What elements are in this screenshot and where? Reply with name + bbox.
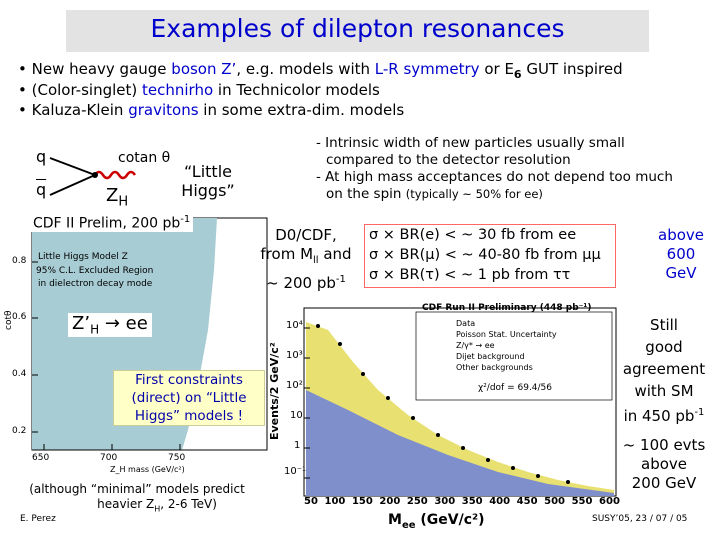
left-xtick-1: 650 <box>32 453 50 463</box>
rp-header: CDF Run II Preliminary (448 pb⁻¹) <box>422 303 592 313</box>
coupling-label: cotan θ <box>118 150 171 166</box>
left-xtick-2: 700 <box>100 453 118 463</box>
footnote: (although “minimal” models predict heavi… <box>29 482 245 514</box>
rp-ytick-2: 10³ <box>286 350 303 361</box>
rp-ytick-3: 10² <box>286 380 303 391</box>
still-agreement-text: Still good agreement with SM in 450 pb-1 <box>622 316 706 425</box>
model-name: “Little Higgs” <box>181 162 235 200</box>
notes: - Intrinsic width of new particles usual… <box>316 135 673 202</box>
slide-title: Examples of dilepton resonances <box>150 14 565 43</box>
quark-label: q <box>36 147 47 166</box>
cdf-label: CDF II Prelim, 200 pb-1 <box>30 214 194 232</box>
feynman-diagram <box>49 157 137 196</box>
antiquark-label: q <box>36 180 47 199</box>
bullet-1: • New heavy gauge boson Z’, e.g. models … <box>18 60 623 81</box>
rp-ytick-6: 10⁻¹ <box>284 466 307 477</box>
left-xtick-3: 750 <box>168 453 186 463</box>
excl-text-2: in dielectron decay mode <box>38 279 153 289</box>
author: E. Perez <box>20 514 56 524</box>
rp-chi2: χ²/dof = 69.4/56 <box>478 383 553 393</box>
d0-text: D0/CDF, from Mll and ~ 200 pb-1 <box>260 226 352 292</box>
left-ytick-1: 0.8 <box>12 256 27 266</box>
rp-ytick-4: 10 <box>290 410 303 421</box>
rp-legend: Data Poisson Stat. Uncertainty Z/γ* → ee… <box>456 319 557 372</box>
bullet-2: • (Color-singlet) technirho in Technicol… <box>18 81 380 99</box>
constraint-box: First constraints (direct) on “Little Hi… <box>113 370 265 426</box>
bullet-3: • Kaluza-Klein gravitons in some extra-d… <box>18 101 405 119</box>
left-ytick-4: 0.2 <box>12 426 27 436</box>
br-limits-box: σ × BR(e) < ~ 30 fb from ee σ × BR(μ) < … <box>364 224 616 288</box>
excl-text-1: 95% C.L. Excluded Region <box>36 266 154 276</box>
left-xlabel: Z_H mass (GeV/c²) <box>110 465 185 474</box>
conference: SUSY’05, 23 / 07 / 05 <box>592 514 688 524</box>
rp-xlabel: Mee (GeV/c²) <box>388 512 485 531</box>
dijet-fill <box>306 390 614 496</box>
rp-ytick-1: 10⁴ <box>286 320 303 331</box>
evts-text: ~ 100 evts above 200 GeV <box>622 436 706 492</box>
rp-ylabel: Events/2 GeV/c² <box>268 342 281 440</box>
mass-spectrum-plot <box>303 307 617 497</box>
zh-ee-label: Z’H → ee <box>68 313 152 337</box>
model-text: Little Higgs Model Z <box>38 252 128 262</box>
above-600-text: above 600 GeV <box>658 226 704 282</box>
rp-ytick-5: 1 <box>294 440 301 451</box>
rp-xticks: 50 100 150 200 250 300 350 400 450 500 550 600 <box>304 496 620 507</box>
boson-label: ZH <box>106 185 129 210</box>
title-background <box>66 10 649 52</box>
left-ytick-2: 0.6 <box>12 312 27 322</box>
left-ytick-3: 0.4 <box>12 369 27 379</box>
